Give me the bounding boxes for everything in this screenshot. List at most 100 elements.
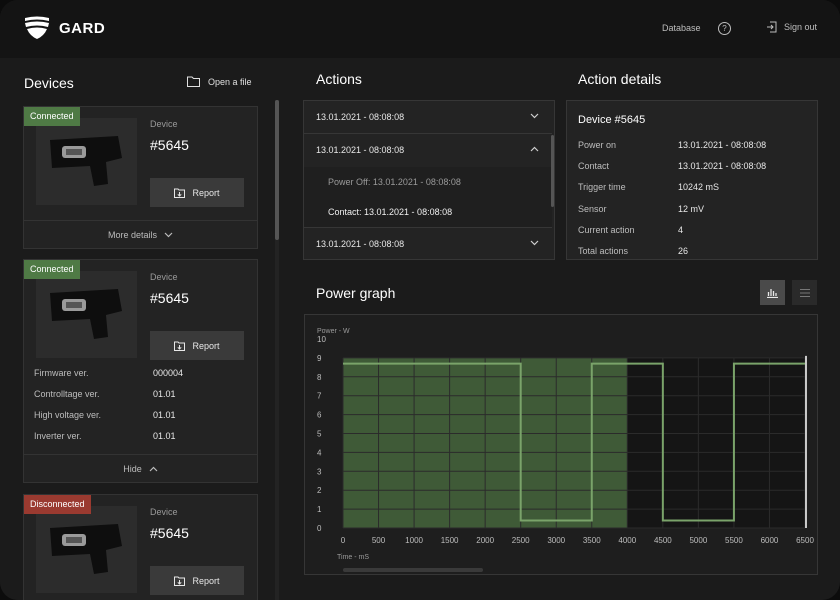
y-tick-label: 6 [317, 411, 322, 420]
report-label: Report [192, 340, 220, 351]
device-photo-icon [36, 271, 137, 358]
action-item[interactable]: 13.01.2021 - 08:08:08 [304, 228, 552, 259]
action-item-label: 13.01.2021 - 08:08:08 [316, 239, 405, 249]
report-label: Report [192, 187, 220, 198]
device-image [36, 506, 137, 593]
x-tick-label: 6000 [761, 536, 779, 545]
report-icon [174, 576, 186, 586]
spec-value: 01.01 [153, 410, 176, 420]
hide-details-toggle[interactable]: Hide [24, 454, 257, 482]
y-tick-label: 0 [317, 524, 322, 533]
spec-value: 01.01 [153, 389, 176, 399]
x-tick-label: 3000 [547, 536, 565, 545]
chart-view-button[interactable] [760, 280, 785, 305]
status-badge: Disconnected [24, 495, 91, 514]
actions-list: 13.01.2021 - 08:08:08 13.01.2021 - 08:08… [303, 100, 555, 260]
device-card: Connected Device #5645 Report More detai… [23, 106, 258, 249]
action-subitem[interactable]: Contact: 13.01.2021 - 08:08:08 [304, 197, 552, 228]
top-bar: GARD Database ? Sign out [0, 0, 840, 58]
y-axis-label: Power - W [317, 328, 350, 335]
actions-scrollbar-thumb[interactable] [551, 135, 554, 207]
device-label: Device [150, 119, 178, 129]
action-subitem[interactable]: Power Off: 13.01.2021 - 08:08:08 [304, 167, 552, 197]
device-image [36, 271, 137, 358]
report-button[interactable]: Report [150, 566, 244, 595]
app-name: GARD [59, 19, 106, 37]
actions-title: Actions [316, 71, 362, 87]
action-subitem-label: Power Off: 13.01.2021 - 08:08:08 [328, 177, 461, 187]
chevron-down-icon [164, 232, 173, 237]
more-details-label: More details [107, 229, 158, 240]
detail-value: 13.01.2021 - 08:08:08 [678, 140, 767, 150]
sign-out-label: Sign out [784, 22, 818, 32]
x-tick-label: 4000 [618, 536, 636, 545]
x-axis-label: Time - mS [337, 554, 369, 561]
x-tick-label: 4500 [654, 536, 672, 545]
detail-value: 10242 mS [678, 182, 720, 192]
y-tick-label: 4 [317, 448, 322, 457]
detail-label: Current action [578, 225, 635, 235]
y-tick-label: 10 [317, 335, 326, 344]
spec-label: Controlltage ver. [34, 389, 100, 399]
devices-scrollbar-thumb[interactable] [275, 100, 279, 240]
x-tick-label: 1500 [441, 536, 459, 545]
sign-out-button[interactable]: Sign out [766, 21, 817, 33]
action-item-label: 13.01.2021 - 08:08:08 [316, 145, 405, 155]
more-details-toggle[interactable]: More details [24, 220, 257, 248]
device-image [36, 118, 137, 205]
help-icon[interactable]: ? [718, 22, 731, 35]
y-tick-label: 3 [317, 467, 322, 476]
device-label: Device [150, 507, 178, 517]
devices-title: Devices [24, 75, 74, 91]
power-graph-title: Power graph [316, 285, 396, 301]
action-details-title: Action details [578, 71, 662, 87]
device-label: Device [150, 272, 178, 282]
spec-value: 000004 [153, 368, 184, 378]
sign-out-icon [767, 21, 777, 33]
action-details-card: Device #5645 Power on 13.01.2021 - 08:08… [566, 100, 818, 260]
x-tick-label: 3500 [583, 536, 601, 545]
report-button[interactable]: Report [150, 178, 244, 207]
open-file-button[interactable]: Open a file [187, 76, 252, 87]
spec-value: 01.01 [153, 431, 176, 441]
chevron-up-icon [530, 146, 539, 152]
detail-value: 26 [678, 246, 689, 256]
y-tick-label: 7 [317, 392, 322, 401]
report-icon [174, 188, 186, 198]
x-tick-label: 0 [341, 536, 346, 545]
chart-scrollbar-thumb[interactable] [343, 568, 483, 572]
shield-logo-icon [25, 16, 49, 39]
power-graph-panel: 0 1 2 3 4 5 6 7 8 9 10 0 500 1000 1500 2000 2500 3000 3500… [304, 314, 818, 575]
bar-chart-icon [767, 289, 778, 298]
report-icon [174, 341, 186, 351]
device-card: Connected Device #5645 Report Firmware v… [23, 259, 258, 483]
device-number: #5645 [150, 525, 189, 541]
spec-label: High voltage ver. [34, 410, 102, 420]
power-series-line [343, 362, 805, 522]
report-button[interactable]: Report [150, 331, 244, 360]
x-tick-label: 6500 [796, 536, 814, 545]
spec-label: Inverter ver. [34, 431, 82, 441]
device-photo-icon [36, 118, 137, 205]
app-logo[interactable]: GARD [24, 16, 105, 40]
detail-label: Trigger time [578, 182, 626, 192]
action-item[interactable]: 13.01.2021 - 08:08:08 [304, 101, 552, 134]
device-card: Disconnected Device #5645 Report [23, 494, 258, 600]
detail-label: Sensor [578, 204, 607, 214]
action-item-label: 13.01.2021 - 08:08:08 [316, 112, 405, 122]
device-number: #5645 [150, 290, 189, 306]
spec-label: Firmware ver. [34, 368, 89, 378]
folder-icon [187, 76, 200, 87]
power-graph[interactable]: 0 1 2 3 4 5 6 7 8 9 10 0 500 1000 1500 2000 2500 3000 3500… [305, 315, 817, 574]
device-photo-icon [36, 506, 137, 593]
action-item-expanded[interactable]: 13.01.2021 - 08:08:08 [304, 134, 552, 166]
devices-scrollbar-track[interactable] [275, 100, 279, 600]
list-view-button[interactable] [792, 280, 817, 305]
x-tick-label: 2000 [476, 536, 494, 545]
hide-label: Hide [123, 463, 142, 474]
x-tick-label: 500 [372, 536, 386, 545]
report-label: Report [192, 575, 220, 586]
nav-database-link[interactable]: Database [662, 23, 701, 33]
status-badge: Connected [24, 107, 80, 126]
chevron-down-icon [530, 113, 539, 119]
